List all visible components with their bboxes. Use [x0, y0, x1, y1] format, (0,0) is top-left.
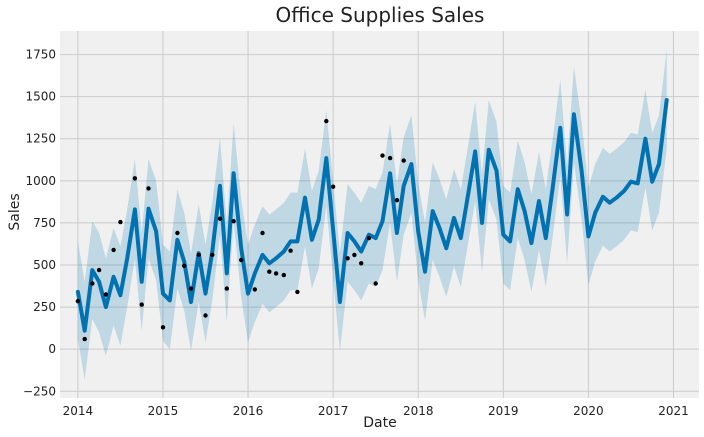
observed-point [352, 252, 357, 258]
observed-points [75, 118, 406, 342]
observed-point [288, 248, 293, 253]
observed-point [75, 299, 81, 304]
x-tick-label: 2014 [63, 404, 94, 418]
observed-point [175, 230, 180, 236]
x-tick-label: 2018 [403, 404, 434, 418]
observed-point [281, 272, 286, 278]
x-tick-label: 2021 [658, 404, 689, 418]
observed-point [96, 267, 102, 273]
y-tick-label: 1000 [25, 174, 56, 188]
grid-lines [60, 31, 699, 398]
y-tick-label: 0 [48, 342, 56, 356]
observed-point [324, 118, 329, 124]
observed-point [273, 271, 279, 276]
y-axis-ticks: −250 0 250 500 750 1000 1250 1500 1750 [23, 48, 56, 399]
y-tick-label: 250 [33, 300, 56, 314]
observed-point [196, 252, 201, 258]
observed-point [103, 292, 109, 297]
y-tick-label: 500 [33, 258, 56, 272]
observed-point [146, 186, 151, 191]
y-tick-label: 750 [33, 216, 56, 230]
observed-point [239, 257, 244, 263]
observed-point [267, 269, 272, 274]
observed-point [82, 336, 87, 342]
plot-area [60, 31, 699, 398]
observed-point [182, 263, 187, 268]
observed-point [224, 286, 229, 291]
x-tick-label: 2017 [318, 404, 349, 418]
observed-point [373, 281, 378, 286]
uncertainty-band [77, 49, 667, 380]
y-tick-label: 1750 [25, 48, 56, 62]
observed-point [132, 176, 138, 181]
chart-title: Office Supplies Sales [276, 3, 485, 27]
observed-point [295, 289, 300, 295]
observed-point [203, 313, 208, 318]
observed-point [387, 155, 393, 161]
observed-point [260, 230, 265, 236]
observed-point [345, 256, 350, 261]
observed-point [118, 219, 123, 225]
observed-point [90, 281, 95, 286]
y-tick-label: 1500 [25, 90, 56, 104]
observed-point [139, 302, 144, 307]
observed-point [394, 198, 400, 203]
observed-point [380, 153, 385, 158]
observed-point [160, 325, 166, 330]
y-tick-label: 1250 [25, 132, 56, 146]
y-tick-label: −250 [23, 384, 56, 398]
x-tick-label: 2016 [233, 404, 264, 418]
x-tick-label: 2020 [573, 404, 604, 418]
x-tick-label: 2015 [148, 404, 179, 418]
observed-point [210, 252, 215, 258]
observed-point [401, 158, 406, 163]
observed-point [366, 235, 372, 241]
x-axis-label: Date [363, 415, 396, 431]
x-tick-label: 2019 [488, 404, 519, 418]
observed-point [188, 286, 194, 291]
observed-point [252, 287, 257, 292]
observed-point [217, 216, 223, 221]
observed-point [359, 261, 364, 266]
observed-point [330, 184, 336, 189]
forecast-line [75, 98, 669, 333]
observed-point [111, 247, 116, 253]
y-axis-label: Sales [7, 193, 23, 230]
observed-point [231, 219, 236, 224]
x-axis-ticks: 2014 2015 2016 2017 2018 2019 2020 2021 [63, 404, 689, 418]
